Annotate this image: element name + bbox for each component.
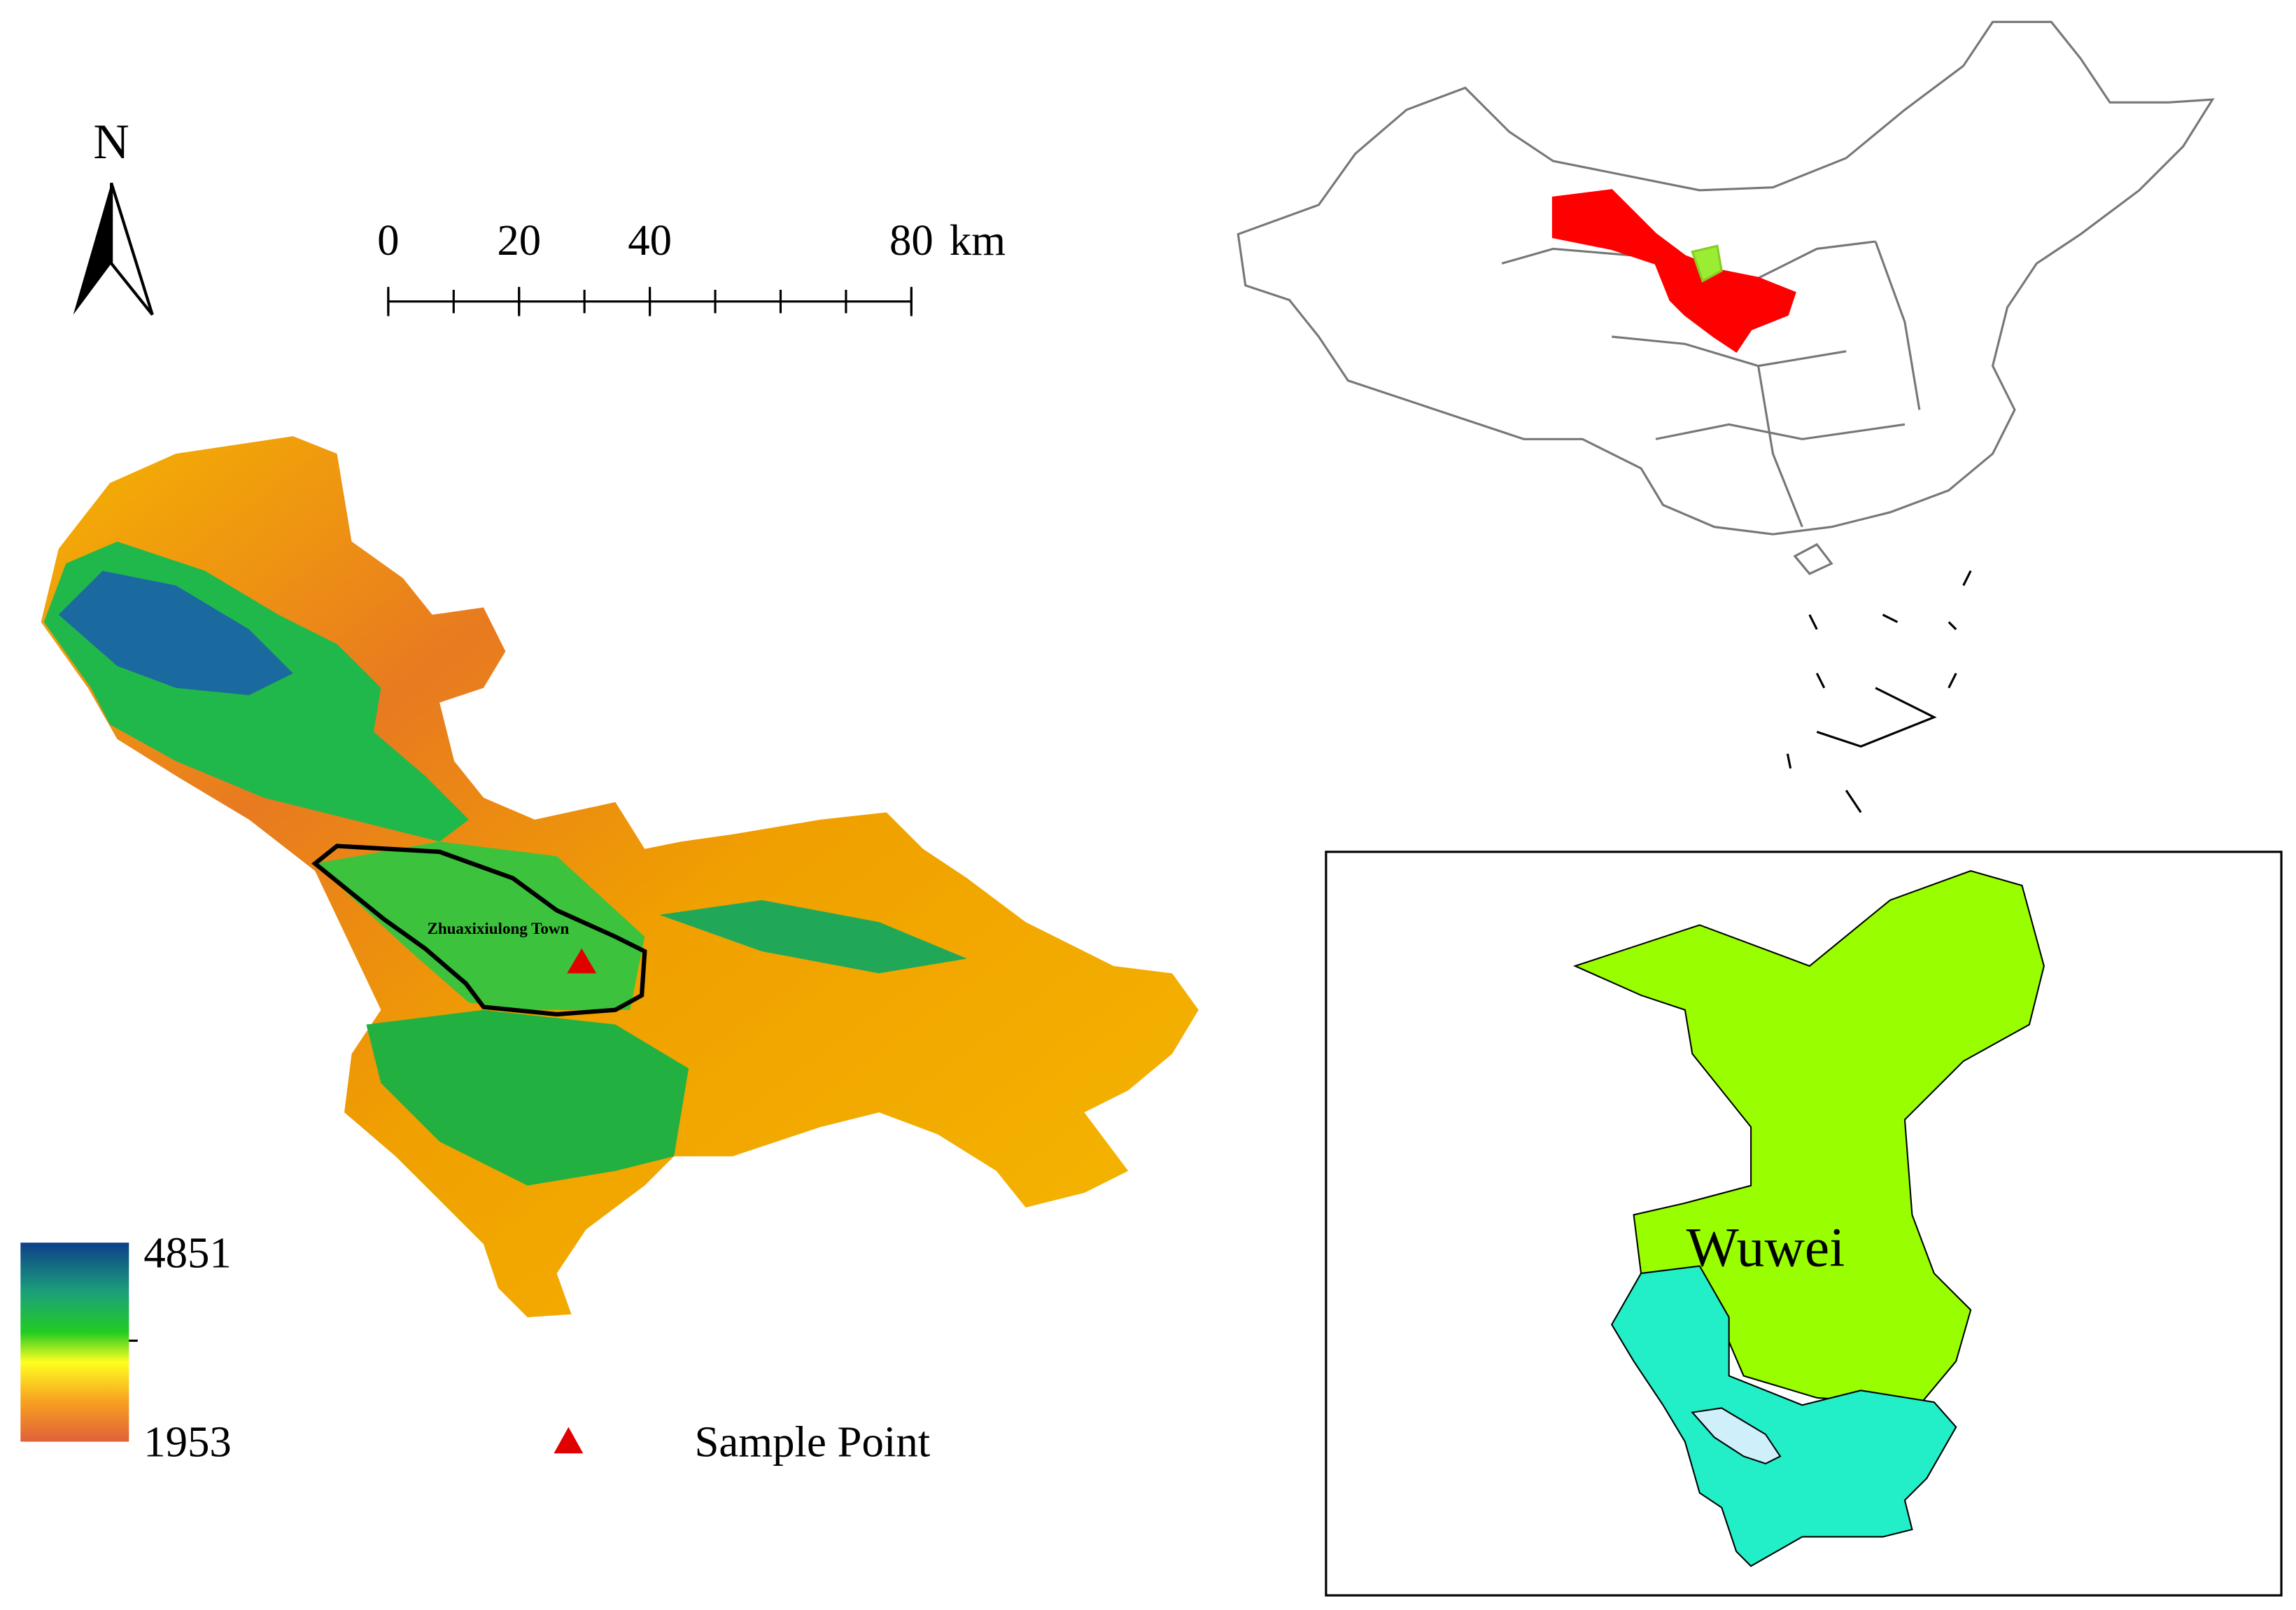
legend: 4851 1953 Sample Point bbox=[20, 1228, 931, 1466]
dem-map: Zhuaxixiulong Town bbox=[41, 436, 1199, 1317]
legend-sample-label: Sample Point bbox=[694, 1417, 930, 1466]
north-label: N bbox=[93, 115, 129, 169]
scale-unit: km bbox=[950, 216, 1006, 265]
legend-marker bbox=[554, 1427, 584, 1454]
legend-max: 4851 bbox=[143, 1228, 232, 1278]
scale-tick-label: 20 bbox=[497, 216, 541, 265]
wuwei-label: Wuwei bbox=[1686, 1217, 1845, 1279]
scale-tick-label: 80 bbox=[889, 216, 934, 265]
legend-min: 1953 bbox=[143, 1417, 232, 1466]
scale-tick-label: 0 bbox=[377, 216, 399, 265]
scale-bar: 0 20 40 80 km bbox=[377, 216, 1006, 316]
china-overview bbox=[1237, 20, 2215, 813]
north-arrow: N bbox=[73, 115, 154, 316]
inset-map: Wuwei bbox=[1325, 850, 2283, 1597]
sample-point-marker bbox=[567, 948, 597, 974]
elevation-ramp bbox=[20, 1242, 129, 1442]
town-label: Zhuaxixiulong Town bbox=[427, 919, 569, 937]
scale-tick-label: 40 bbox=[628, 216, 672, 265]
